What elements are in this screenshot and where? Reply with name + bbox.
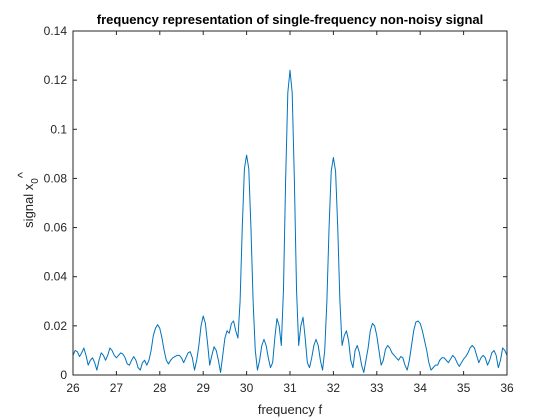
- x-tick-label: 32: [327, 381, 341, 395]
- x-tick-label: 26: [66, 381, 80, 395]
- y-tick-label: 0.14: [44, 24, 68, 38]
- x-tick-label: 27: [110, 381, 124, 395]
- x-tick-label: 35: [457, 381, 471, 395]
- y-axis-label-subscript: 0: [30, 178, 41, 184]
- x-ticks: 26 27 28 29 30 31 32 33 34 35 36: [66, 31, 514, 395]
- svg-text:signal x0: signal x0: [21, 178, 41, 228]
- y-tick-label: 0: [60, 368, 67, 382]
- x-axis-label: frequency f: [258, 402, 323, 417]
- x-tick-label: 33: [370, 381, 384, 395]
- chart-title: frequency representation of single-frequ…: [97, 12, 483, 27]
- y-axis-label-text: signal x: [21, 183, 36, 228]
- plot-area: [73, 31, 507, 375]
- y-axis-label-hat: ^: [15, 171, 30, 178]
- y-tick-label: 0.08: [44, 171, 68, 185]
- x-tick-label: 31: [283, 381, 297, 395]
- y-ticks: 0 0.02 0.04 0.06 0.08 0.1 0.12 0.14: [44, 24, 507, 382]
- y-tick-label: 0.12: [44, 73, 68, 87]
- series-line-1: [72, 69, 508, 374]
- y-tick-label: 0.1: [50, 122, 67, 136]
- y-tick-label: 0.06: [44, 221, 68, 235]
- x-tick-label: 34: [414, 381, 428, 395]
- x-tick-label: 28: [153, 381, 167, 395]
- y-tick-label: 0.04: [44, 270, 68, 284]
- x-tick-label: 30: [240, 381, 254, 395]
- x-tick-label: 36: [500, 381, 514, 395]
- y-axis-label: signal x0 ^: [15, 171, 41, 228]
- y-tick-label: 0.02: [44, 319, 68, 333]
- series-layer: [72, 69, 508, 374]
- x-tick-label: 29: [197, 381, 211, 395]
